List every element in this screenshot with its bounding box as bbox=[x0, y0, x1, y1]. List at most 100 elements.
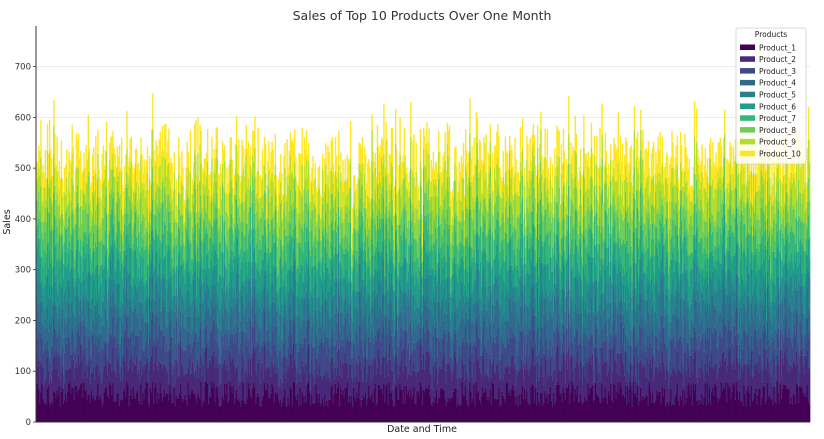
bar-segment bbox=[443, 313, 445, 329]
bar-segment bbox=[234, 296, 237, 325]
bar-segment bbox=[325, 239, 327, 265]
bar-segment bbox=[525, 263, 527, 285]
bar-segment bbox=[436, 357, 439, 384]
bar-segment bbox=[245, 193, 248, 224]
bar-segment bbox=[97, 153, 99, 178]
bar-segment bbox=[386, 218, 388, 253]
bar-segment bbox=[449, 320, 452, 338]
bar-segment bbox=[282, 218, 284, 251]
bar-segment bbox=[146, 146, 149, 174]
bar-segment bbox=[44, 262, 47, 285]
bar-segment bbox=[473, 208, 475, 230]
bar-segment bbox=[261, 399, 264, 422]
bar-segment bbox=[220, 232, 223, 252]
bar-segment bbox=[438, 151, 440, 179]
bar-segment bbox=[468, 297, 470, 319]
bar-segment bbox=[56, 286, 58, 313]
bar-segment bbox=[375, 268, 378, 297]
bar-segment bbox=[371, 114, 373, 130]
bar-segment bbox=[313, 324, 315, 347]
bar-segment bbox=[282, 286, 284, 317]
bar-segment bbox=[428, 213, 430, 250]
bar-segment bbox=[340, 282, 342, 312]
bar-segment bbox=[347, 401, 350, 422]
bar-segment bbox=[562, 260, 565, 290]
bar-segment bbox=[197, 116, 199, 154]
bar-segment bbox=[416, 325, 418, 343]
bar-segment bbox=[490, 362, 493, 378]
bar-segment bbox=[238, 256, 240, 273]
bar-segment bbox=[289, 386, 292, 422]
bar-segment bbox=[180, 215, 182, 247]
bar-segment bbox=[534, 164, 537, 199]
bar-segment bbox=[149, 207, 152, 226]
bar-segment bbox=[450, 357, 453, 381]
bar-segment bbox=[167, 326, 169, 353]
bar-segment bbox=[74, 367, 77, 386]
bar-segment bbox=[414, 349, 416, 371]
bar-segment bbox=[105, 343, 108, 365]
bar-segment bbox=[251, 326, 253, 357]
bar-segment bbox=[362, 279, 365, 296]
bar-segment bbox=[455, 313, 457, 331]
bar-segment bbox=[79, 364, 81, 388]
bar-segment bbox=[205, 212, 208, 228]
bar-segment bbox=[350, 248, 353, 268]
bar-segment bbox=[247, 141, 250, 179]
bar-segment bbox=[318, 165, 321, 190]
bar-segment bbox=[521, 269, 524, 292]
bar-segment bbox=[349, 257, 352, 284]
bar-segment bbox=[323, 170, 325, 197]
bar-segment bbox=[167, 140, 169, 166]
bar-segment bbox=[560, 392, 563, 422]
bar-segment bbox=[177, 173, 180, 193]
bar-segment bbox=[171, 402, 173, 422]
bar-segment bbox=[421, 245, 424, 262]
bar-segment bbox=[245, 304, 248, 333]
bar-segment bbox=[534, 387, 537, 422]
bar-segment bbox=[48, 357, 51, 384]
bar-segment bbox=[292, 202, 295, 229]
bar-segment bbox=[502, 176, 504, 192]
bar-segment bbox=[167, 230, 169, 252]
bar-segment bbox=[507, 242, 510, 270]
bar-segment bbox=[90, 226, 93, 260]
bar-segment bbox=[143, 323, 145, 352]
bar-segment bbox=[298, 153, 300, 186]
bar-segment bbox=[249, 185, 252, 208]
bar-segment bbox=[181, 293, 183, 325]
bar-segment bbox=[302, 299, 305, 321]
bar-segment bbox=[492, 190, 495, 216]
bar-segment bbox=[199, 234, 201, 269]
bar-segment bbox=[187, 305, 189, 332]
bar-segment bbox=[540, 262, 542, 301]
bar-segment bbox=[439, 225, 441, 254]
bar-segment bbox=[558, 156, 560, 188]
bar-segment bbox=[432, 314, 435, 335]
bar-segment bbox=[414, 311, 416, 331]
bar-segment bbox=[248, 389, 251, 422]
bar-segment bbox=[310, 290, 312, 311]
bar-segment bbox=[258, 175, 260, 203]
bar-segment bbox=[169, 179, 171, 203]
bar-segment bbox=[243, 331, 245, 360]
bar-segment bbox=[166, 342, 168, 371]
bar-segment bbox=[490, 268, 493, 292]
bar-segment bbox=[168, 348, 170, 384]
bar-segment bbox=[417, 281, 420, 308]
bar-segment bbox=[143, 249, 145, 283]
bar-segment bbox=[229, 352, 231, 382]
bar-segment bbox=[40, 221, 42, 259]
bar-segment bbox=[39, 239, 41, 256]
bar-segment bbox=[448, 256, 451, 292]
bar-segment bbox=[341, 312, 343, 347]
bar-segment bbox=[360, 406, 363, 422]
bar-segment bbox=[202, 269, 205, 300]
bar-segment bbox=[247, 212, 250, 235]
bar-segment bbox=[230, 333, 232, 363]
bar-segment bbox=[522, 326, 525, 362]
bar-segment bbox=[54, 246, 56, 282]
bar-segment bbox=[466, 170, 468, 208]
bar-segment bbox=[285, 340, 287, 359]
bar-segment bbox=[431, 389, 434, 406]
